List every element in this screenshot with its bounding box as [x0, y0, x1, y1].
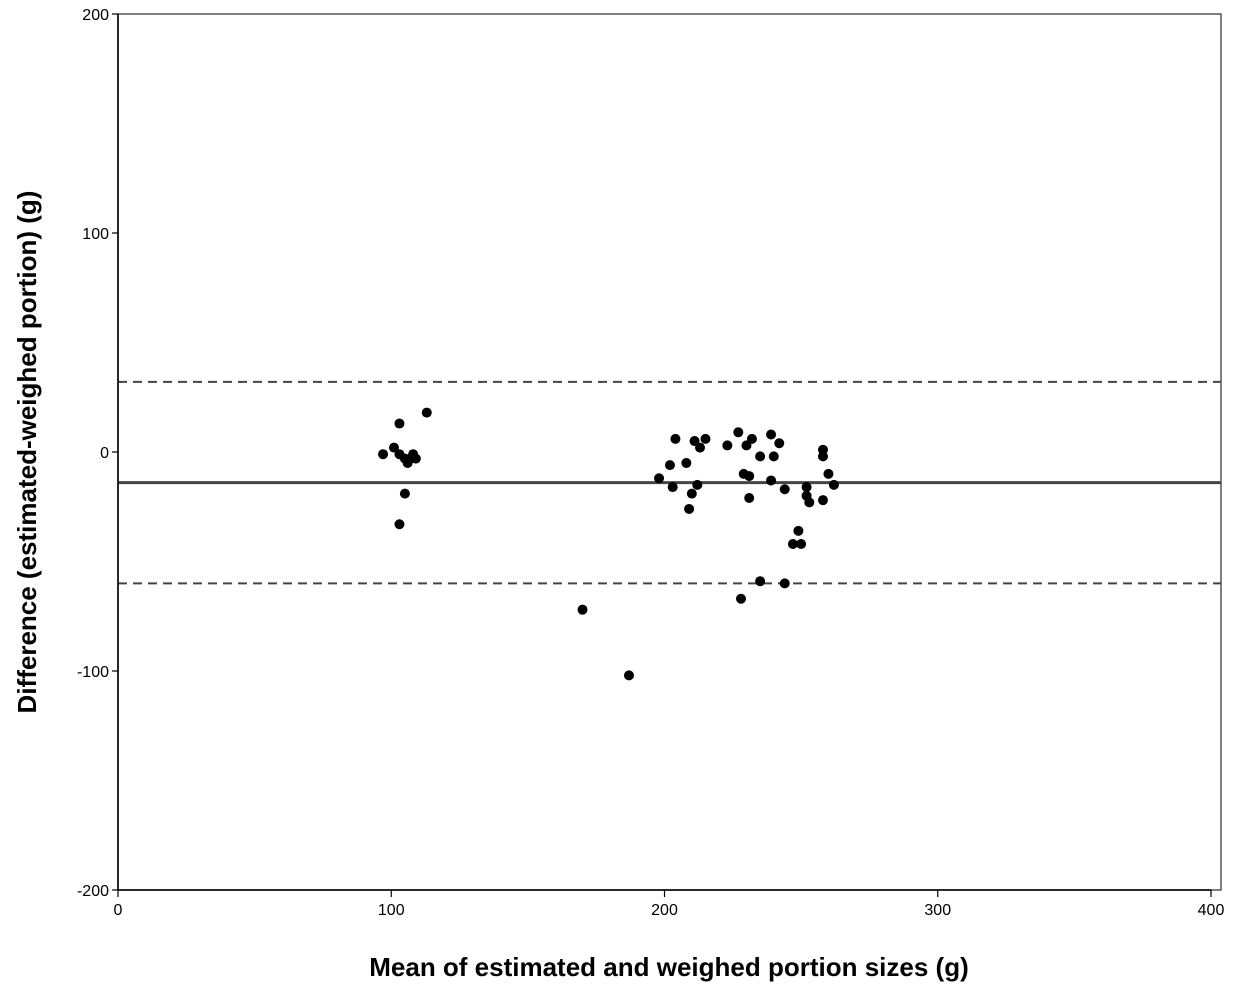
data-point	[692, 479, 703, 490]
y-tick-label: 200	[82, 7, 109, 24]
y-tick-label: 0	[100, 445, 109, 462]
data-point	[700, 433, 711, 444]
y-axis-title: Difference (estimated-weighed portion) (…	[12, 191, 42, 714]
data-point	[733, 427, 744, 438]
data-point	[755, 451, 766, 462]
data-point	[686, 488, 697, 499]
data-point	[796, 538, 807, 549]
data-point	[664, 460, 675, 471]
data-point	[741, 440, 752, 451]
data-point	[817, 451, 828, 462]
x-axis-title: Mean of estimated and weighed portion si…	[369, 952, 969, 982]
data-point	[421, 407, 432, 418]
data-point	[804, 497, 815, 508]
data-point	[722, 440, 733, 451]
y-tick-label: -100	[77, 664, 109, 681]
reference-lines	[118, 380, 1221, 585]
data-point	[766, 429, 777, 440]
data-point	[823, 468, 834, 479]
data-point	[684, 503, 695, 514]
data-point	[746, 433, 757, 444]
y-tick-label: -200	[77, 883, 109, 900]
data-point	[667, 482, 678, 493]
data-point	[736, 593, 747, 604]
data-point	[689, 436, 700, 447]
data-point	[744, 492, 755, 503]
data-point	[793, 525, 804, 536]
axes: -200 -100 0 100 200 0 100 200 300 400	[77, 7, 1224, 919]
data-point	[755, 576, 766, 587]
data-point	[817, 495, 828, 506]
data-point	[654, 473, 665, 484]
data-point	[577, 604, 588, 615]
data-point	[681, 457, 692, 468]
data-point	[410, 453, 421, 464]
data-point	[388, 442, 399, 453]
data-point	[779, 484, 790, 495]
data-point	[774, 438, 785, 449]
y-tick-label: 100	[82, 226, 109, 243]
data-point	[695, 442, 706, 453]
plot-frame	[117, 13, 1222, 891]
data-point	[623, 670, 634, 681]
data-point	[768, 451, 779, 462]
data-point	[787, 538, 798, 549]
data-point	[670, 433, 681, 444]
data-point	[744, 471, 755, 482]
x-tick-label: 200	[651, 902, 678, 919]
data-point	[394, 519, 405, 530]
data-point	[779, 578, 790, 589]
x-tick-label: 300	[924, 902, 951, 919]
data-point	[394, 418, 405, 429]
data-point	[828, 479, 839, 490]
data-point	[801, 482, 812, 493]
x-tick-label: 0	[114, 902, 123, 919]
data-points	[378, 407, 839, 681]
x-tick-label: 400	[1198, 902, 1225, 919]
data-point	[399, 488, 410, 499]
data-point	[766, 475, 777, 486]
data-point	[378, 449, 389, 460]
x-tick-label: 100	[378, 902, 405, 919]
